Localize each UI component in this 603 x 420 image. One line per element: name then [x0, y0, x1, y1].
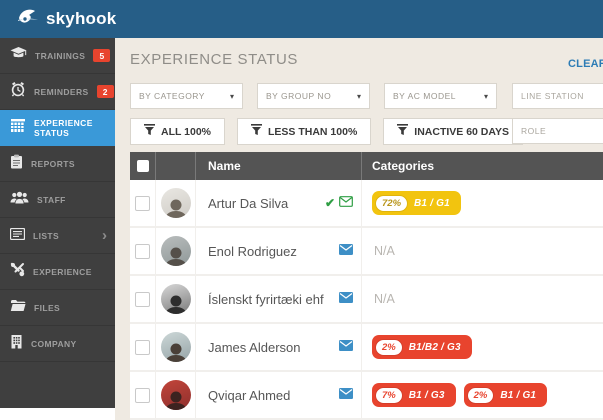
notification-badge: 5 — [93, 49, 111, 62]
sidebar-item-reports[interactable]: REPORTS — [0, 146, 115, 182]
tools-icon — [10, 262, 25, 282]
sidebar-item-label: STAFF — [37, 194, 66, 205]
categories-column-header: Categories — [372, 159, 435, 173]
brand-name: skyhook — [46, 9, 117, 28]
avatar — [160, 236, 191, 266]
percent-pill: 2% — [376, 339, 402, 355]
category-badge: 2% B1/B2 / G3 — [372, 335, 472, 359]
sidebar-item-label: COMPANY — [31, 338, 77, 349]
sidebar-item-label: EXPERIENCE — [33, 266, 92, 277]
experience-status-table: Name Categories Artur Da Silva ✔ — [130, 152, 603, 420]
folder-icon — [10, 299, 26, 317]
sidebar-item-label: FILES — [34, 302, 61, 313]
filter-dropdown-row: BY CATEGORY ▾ BY GROUP NO ▾ BY AC MODEL … — [130, 83, 497, 109]
brand-logo[interactable]: skyhook — [16, 6, 116, 33]
sidebar-item-trainings[interactable]: TRAININGS 5 — [0, 38, 115, 74]
percent-pill: 7% — [376, 387, 402, 403]
dropdown-by-group-no[interactable]: BY GROUP NO ▾ — [257, 83, 370, 109]
check-icon: ✔ — [324, 196, 335, 210]
clipboard-icon — [10, 154, 23, 174]
sidebar-item-company[interactable]: COMPANY — [0, 326, 115, 362]
sidebar-item-files[interactable]: FILES — [0, 290, 115, 326]
table-header: Name Categories — [130, 152, 603, 180]
avatar-column-header — [156, 152, 196, 180]
person-name: Artur Da Silva — [208, 195, 289, 211]
person-name: Qviqar Ahmed — [208, 387, 291, 403]
row-checkbox[interactable] — [135, 339, 150, 355]
table-row: Íslenskt fyrirtæki ehf N/A — [130, 276, 603, 324]
sidebar-item-lists[interactable]: LISTS › — [0, 218, 115, 254]
filter-less-than-100-button[interactable]: LESS THAN 100% — [237, 118, 372, 145]
chevron-right-icon: › — [102, 227, 107, 244]
funnel-icon — [397, 124, 409, 139]
table-row: Qviqar Ahmed 7% B1 / G3 — [130, 372, 603, 420]
building-icon — [10, 334, 23, 354]
chevron-down-icon: ▾ — [356, 91, 361, 101]
list-icon — [9, 227, 26, 245]
category-badge: 72% B1 / G1 — [372, 191, 461, 215]
funnel-icon — [251, 124, 262, 139]
sidebar-item-label: REPORTS — [31, 158, 75, 169]
role-input[interactable] — [512, 118, 603, 144]
category-badge: 7% B1 / G3 — [372, 383, 456, 407]
person-name: Íslenskt fyrirtæki ehf — [208, 291, 324, 307]
sidebar-item-label: REMINDERS — [34, 86, 89, 97]
person-name: Enol Rodriguez — [208, 243, 297, 259]
sidebar-item-label: TRAININGS — [35, 50, 86, 61]
sidebar-item-label: LISTS — [33, 230, 60, 241]
skyhook-bird-icon — [16, 6, 40, 33]
table-row: James Alderson 2% B1/B2 / G3 — [130, 324, 603, 372]
categories-na: N/A — [374, 244, 395, 258]
name-column-header: Name — [196, 152, 362, 180]
envelope-icon[interactable] — [339, 290, 353, 308]
graduation-cap-icon — [10, 46, 27, 66]
category-badge: 2% B1 / G1 — [463, 383, 548, 407]
row-checkbox[interactable] — [135, 195, 150, 211]
avatar — [160, 380, 191, 410]
chevron-down-icon: ▾ — [229, 91, 234, 101]
table-row: Artur Da Silva ✔ 72% B1 — [130, 180, 603, 228]
line-station-input[interactable] — [512, 83, 603, 109]
row-checkbox[interactable] — [135, 291, 150, 307]
avatar — [160, 188, 191, 218]
sidebar-item-experience[interactable]: EXPERIENCE — [0, 254, 115, 290]
avatar — [160, 284, 191, 314]
categories-na: N/A — [374, 292, 395, 306]
envelope-icon[interactable] — [339, 386, 353, 404]
dropdown-by-ac-model[interactable]: BY AC MODEL ▾ — [384, 83, 497, 109]
select-all-checkbox[interactable] — [136, 160, 149, 172]
row-checkbox[interactable] — [135, 387, 150, 403]
row-checkbox[interactable] — [135, 243, 150, 259]
envelope-icon[interactable] — [339, 194, 353, 212]
filter-inactive-60-days-button[interactable]: INACTIVE 60 DAYS — [383, 118, 524, 145]
clear-filters-link[interactable]: CLEAR FILTERS — [568, 58, 603, 70]
filter-all-100-button[interactable]: ALL 100% — [130, 118, 225, 145]
percent-pill: 2% — [467, 387, 494, 403]
main-content: EXPERIENCE STATUS CLEAR FILTERS BY CATEG… — [115, 38, 603, 420]
page-title: EXPERIENCE STATUS — [130, 51, 299, 68]
table-row: Enol Rodriguez N/A — [130, 228, 603, 276]
sidebar-item-experience-status[interactable]: EXPERIENCE STATUS — [0, 110, 115, 146]
alarm-clock-icon — [10, 81, 26, 102]
percent-pill: 72% — [376, 195, 408, 211]
funnel-icon — [144, 124, 155, 139]
envelope-icon[interactable] — [339, 338, 353, 356]
sidebar-nav: TRAININGS 5 REMINDERS 2 — [0, 38, 115, 408]
avatar — [160, 332, 191, 362]
sidebar-item-label: EXPERIENCE STATUS — [34, 117, 93, 138]
top-header-bar: skyhook — [0, 0, 603, 38]
people-icon — [10, 191, 29, 209]
sidebar-item-reminders[interactable]: REMINDERS 2 — [0, 74, 115, 110]
sidebar-item-staff[interactable]: STAFF — [0, 182, 115, 218]
grid-icon — [10, 118, 26, 138]
envelope-icon[interactable] — [339, 242, 353, 260]
notification-badge: 2 — [96, 85, 114, 98]
dropdown-by-category[interactable]: BY CATEGORY ▾ — [130, 83, 243, 109]
person-name: James Alderson — [208, 339, 301, 355]
chevron-down-icon: ▾ — [483, 91, 488, 101]
filter-button-row: ALL 100% LESS THAN 100% — [130, 118, 524, 145]
